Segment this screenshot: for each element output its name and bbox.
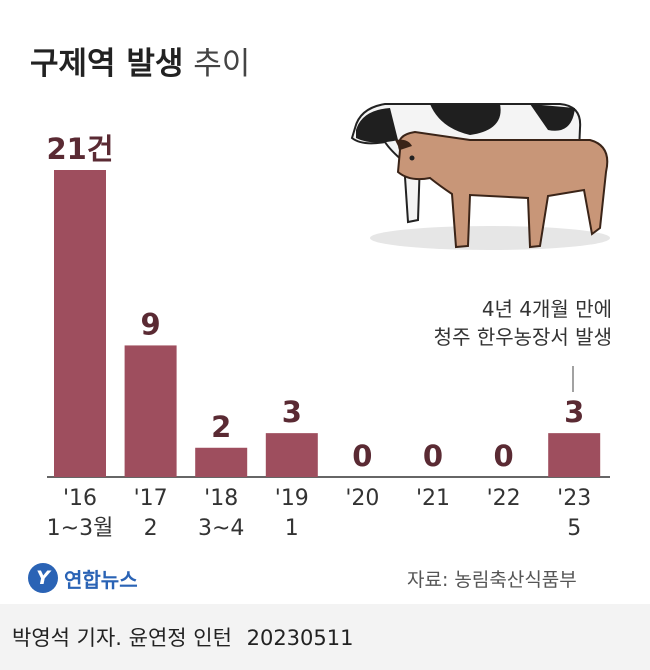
- tick-label-sub-2: 3~4: [198, 516, 244, 541]
- footer: 박영석 기자. 윤연정 인턴 20230511: [0, 604, 650, 670]
- yonhap-logo: Y 연합뉴스: [28, 563, 138, 593]
- byline-authors: 박영석 기자. 윤연정 인턴: [12, 626, 232, 650]
- tick-label-sub-7: 5: [567, 516, 581, 541]
- annotation-line-2: 청주 한우농장서 발생: [433, 325, 612, 349]
- bar-7: [548, 433, 601, 477]
- byline-date: 20230511: [246, 626, 354, 650]
- tick-label-sub-3: 1: [285, 516, 299, 541]
- yonhap-logo-icon: Y: [28, 563, 58, 593]
- chart-title: 구제역 발생 추이: [30, 38, 250, 83]
- tick-label-year-1: '17: [134, 486, 168, 511]
- bar-chart: 21건 9 2 3 0 0 0 3 '16 1~3월 '17 2 '18 3~4 '19 1 '20 '21 '2…: [46, 103, 610, 541]
- value-label-6: 0: [494, 439, 514, 473]
- source-label: 자료: 농림축산식품부: [407, 569, 577, 591]
- tick-label-year-6: '22: [487, 486, 521, 511]
- byline: 박영석 기자. 윤연정 인턴 20230511: [12, 622, 353, 652]
- chart-title-strong: 구제역 발생: [30, 46, 184, 82]
- tick-label-year-4: '20: [345, 486, 379, 511]
- value-label-1: 9: [141, 307, 161, 341]
- annotation: 4년 4개월 만에 청주 한우농장서 발생: [434, 295, 612, 351]
- value-label-5: 0: [423, 439, 443, 473]
- value-labels-group: 21건 9 2 3 0 0 0 3: [46, 132, 584, 473]
- annotation-line-1: 4년 4개월 만에: [481, 297, 612, 321]
- yonhap-logo-text: 연합뉴스: [64, 567, 138, 592]
- tick-labels-group: '16 1~3월 '17 2 '18 3~4 '19 1 '20 '21 '22 '23 5: [47, 486, 592, 541]
- tick-label-year-2: '18: [204, 486, 238, 511]
- bar-1: [124, 345, 177, 477]
- value-label-4: 0: [352, 439, 372, 473]
- tick-label-year-5: '21: [416, 486, 450, 511]
- cattle-illustration: [350, 103, 610, 250]
- value-label-0: 21건: [46, 132, 113, 166]
- bar-0: [54, 170, 106, 477]
- bar-3: [265, 433, 318, 477]
- tick-label-year-3: '19: [275, 486, 309, 511]
- tick-label-sub-1: 2: [144, 516, 158, 541]
- value-label-2: 2: [211, 410, 231, 444]
- value-label-7: 3: [564, 395, 584, 429]
- value-label-3: 3: [282, 395, 302, 429]
- brown-cow-icon: [395, 130, 609, 249]
- tick-label-sub-0: 1~3월: [47, 516, 114, 541]
- bar-2: [195, 447, 248, 477]
- tick-label-year-7: '23: [557, 486, 591, 511]
- chart-title-light: 추이: [193, 46, 251, 82]
- bars-group: [54, 170, 601, 477]
- tick-label-year-0: '16: [63, 486, 97, 511]
